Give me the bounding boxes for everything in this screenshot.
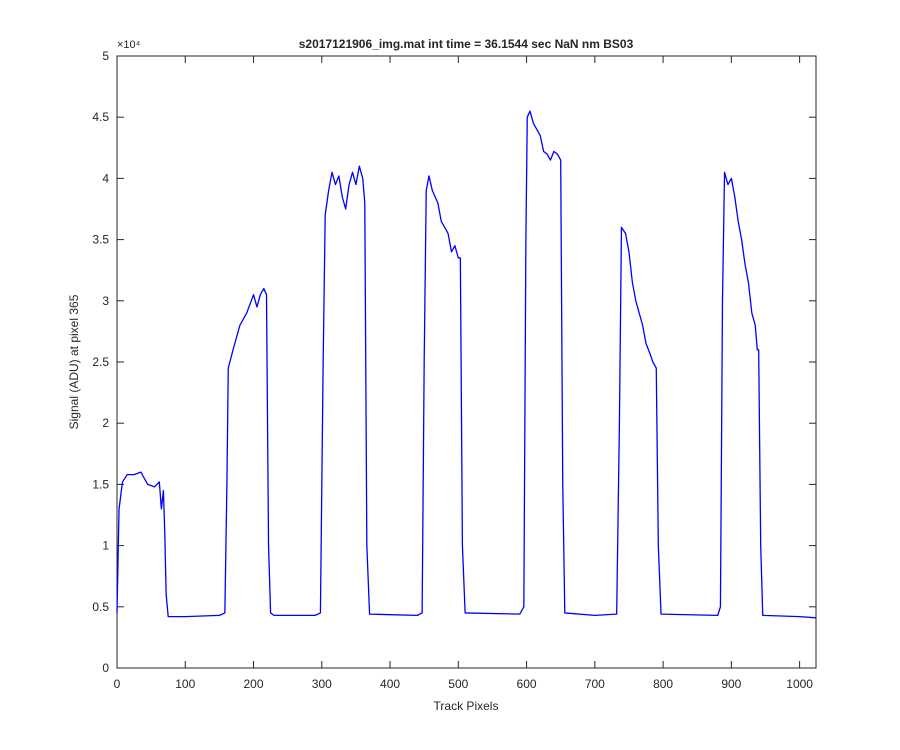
- x-tick-label: 900: [721, 677, 741, 691]
- line-series: [116, 110, 817, 619]
- x-tick-label: 400: [380, 677, 400, 691]
- y-tick-label: 4: [102, 171, 109, 185]
- chart-title: s2017121906_img.mat int time = 36.1544 s…: [299, 37, 634, 51]
- x-tick-label: 700: [585, 677, 605, 691]
- y-tick-label: 2.5: [92, 355, 109, 369]
- y-tick-label: 1.5: [92, 477, 109, 491]
- x-tick-label: 0: [114, 677, 121, 691]
- y-tick-label: 5: [102, 49, 109, 63]
- x-tick-label: 600: [517, 677, 537, 691]
- x-tick-label: 1000: [786, 677, 813, 691]
- plot-area: [116, 55, 817, 669]
- y-tick-label: 4.5: [92, 110, 109, 124]
- y-tick-label: 1: [102, 539, 109, 553]
- y-tick-label: 0: [102, 661, 109, 675]
- y-tick-label: 2: [102, 416, 109, 430]
- x-tick-label: 500: [448, 677, 468, 691]
- x-tick-label: 300: [312, 677, 332, 691]
- y-exponent: ×10⁴: [117, 39, 141, 51]
- x-tick-label: 800: [653, 677, 673, 691]
- x-axis-label: Track Pixels: [434, 699, 499, 713]
- y-tick-label: 0.5: [92, 600, 109, 614]
- y-tick-label: 3.5: [92, 233, 109, 247]
- x-tick-label: 200: [244, 677, 264, 691]
- y-axis-label: Signal (ADU) at pixel 365: [67, 294, 81, 429]
- x-tick-label: 100: [175, 677, 195, 691]
- y-tick-label: 3: [102, 294, 109, 308]
